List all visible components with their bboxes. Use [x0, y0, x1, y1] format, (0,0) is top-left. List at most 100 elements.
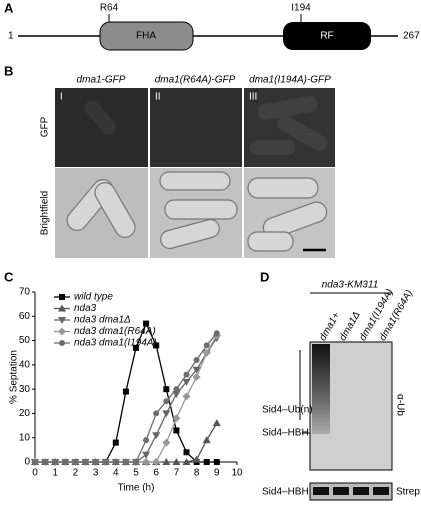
marker	[163, 386, 170, 393]
y-tick-label: 10	[19, 432, 31, 443]
marker	[133, 344, 139, 351]
marker	[153, 342, 160, 349]
x-tick-label: 7	[174, 468, 180, 479]
panel-label: C	[4, 269, 14, 284]
marker	[152, 458, 161, 466]
marker	[162, 438, 171, 447]
site-label: R64	[100, 3, 119, 14]
marker	[182, 458, 191, 465]
y-tick-label: 40	[19, 359, 31, 370]
image-numeral: I	[60, 92, 63, 103]
marker	[213, 330, 220, 337]
domain-label: FHA	[136, 31, 156, 42]
y-tick-label: 30	[19, 384, 31, 395]
x-tick-label: 5	[133, 468, 139, 479]
marker	[202, 348, 211, 357]
line-chart: 0 10 20 30 40 50 60 70 0 1 2 3 4 5 6 7 8 9 10 Time (h) % Sep…	[9, 287, 243, 494]
x-tick-label: 8	[194, 468, 200, 479]
band-label: Sid4–HBH	[262, 428, 309, 439]
panel-label: D	[260, 269, 269, 284]
rf-domain	[283, 22, 371, 50]
legend-label: nda3	[74, 303, 97, 314]
marker	[212, 419, 221, 427]
marker	[72, 459, 79, 465]
marker	[122, 388, 129, 395]
marker	[143, 320, 150, 327]
micrographs	[55, 88, 335, 258]
band-label: Sid4–HBH	[262, 487, 309, 498]
y-tick-label: 20	[19, 408, 31, 419]
end-residue: 267	[403, 31, 420, 42]
marker	[92, 459, 99, 465]
series-line	[35, 337, 218, 463]
marker	[203, 342, 210, 349]
panel-label: B	[4, 63, 13, 78]
domain-label: RF	[320, 31, 333, 42]
marker	[122, 459, 129, 465]
antibody-label: α-Ub	[394, 394, 405, 416]
x-tick-label: 4	[113, 468, 119, 479]
blot-smear	[312, 344, 330, 434]
strain-label: nda3-KM311	[322, 280, 379, 291]
marker	[82, 459, 89, 465]
marker	[172, 391, 181, 398]
marker	[52, 459, 59, 465]
legend-label: nda3 dma1(I194A)	[74, 338, 157, 349]
legend-label: nda3 dma1Δ	[74, 315, 131, 326]
loading-blot	[309, 482, 393, 501]
x-tick-label: 1	[52, 468, 58, 479]
x-tick-label: 10	[231, 468, 243, 479]
column-title: dma1-GFP	[77, 75, 126, 86]
start-residue: 1	[8, 31, 14, 42]
fha-domain	[99, 21, 194, 51]
marker	[112, 459, 119, 465]
marker	[152, 432, 161, 440]
image-numeral: III	[249, 92, 257, 103]
marker	[173, 427, 180, 434]
marker	[62, 459, 69, 465]
marker	[162, 458, 171, 465]
marker	[42, 459, 49, 465]
marker	[192, 373, 201, 381]
marker	[153, 410, 160, 417]
marker	[142, 458, 151, 466]
legend-label: wild type	[74, 292, 113, 303]
legend-label: nda3 dma1(R64A)	[74, 326, 156, 337]
marker	[59, 340, 65, 346]
x-axis-label: Time (h)	[118, 483, 155, 494]
y-tick-label: 50	[19, 335, 31, 346]
marker	[182, 392, 191, 401]
marker	[192, 366, 201, 374]
marker	[192, 455, 201, 463]
marker	[133, 459, 139, 465]
series-line	[35, 332, 218, 463]
image-numeral: II	[155, 92, 161, 103]
marker	[203, 459, 210, 465]
band-label: Sid4–Ub(n)	[262, 405, 313, 416]
marker	[112, 439, 119, 446]
marker	[32, 459, 38, 465]
x-tick-label: 9	[214, 468, 220, 479]
x-tick-label: 2	[73, 468, 79, 479]
marker	[172, 414, 181, 423]
marker	[58, 327, 66, 336]
site-label: I194	[291, 3, 311, 14]
series-line	[35, 335, 218, 463]
y-axis-label: % Septation	[9, 350, 20, 404]
x-tick-label: 0	[32, 468, 38, 479]
marker	[143, 437, 150, 444]
y-tick-label: 60	[19, 311, 31, 322]
panel-label: A	[4, 0, 14, 15]
y-tick-label: 70	[19, 287, 31, 298]
row-label: GFP	[40, 116, 51, 137]
gfp-image	[150, 88, 242, 167]
column-title: dma1(R64A)-GFP	[155, 75, 236, 86]
marker	[102, 459, 109, 465]
stain-label: Strep.	[396, 487, 421, 498]
x-tick-label: 3	[93, 468, 99, 479]
marker	[162, 410, 171, 418]
marker	[183, 371, 190, 378]
marker	[182, 378, 191, 386]
marker	[202, 436, 211, 444]
